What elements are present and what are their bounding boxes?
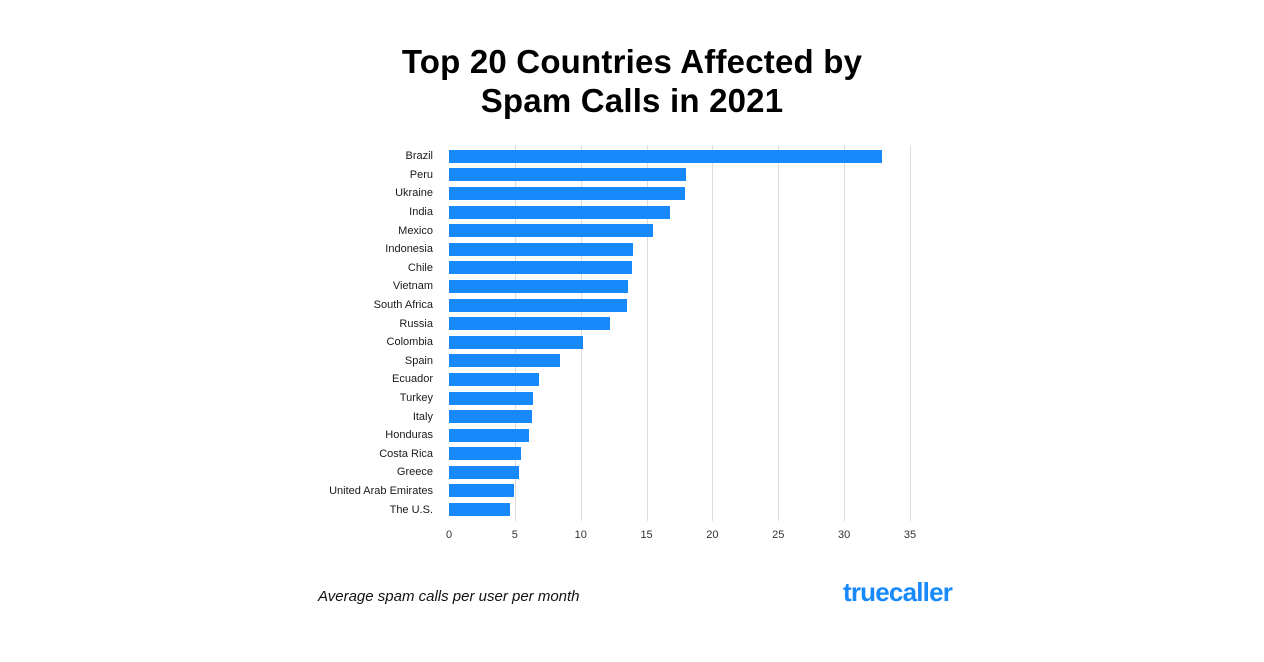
bar-track [449,428,910,442]
bar [449,149,883,163]
bar-chart: Brazil Peru Ukraine India Mexico Indonesia Chi… [249,145,916,549]
bar-row: Honduras [249,426,910,445]
x-tick-label: 25 [772,528,785,541]
category-label: Ukraine [395,187,433,200]
category-label: Vietnam [392,280,433,293]
category-label: Turkey [399,392,433,405]
bar [449,428,530,442]
bar [449,447,522,461]
bar [449,298,627,312]
bar-track [449,317,910,331]
bar-row: Peru [249,166,910,185]
bar [449,465,519,479]
bar-track [449,447,910,461]
bar-row: The U.S. [249,500,910,519]
chart-title-line2: Spam Calls in 2021 [480,82,784,119]
category-label: Ecuador [392,373,433,386]
bar [449,354,560,368]
category-label: Colombia [386,336,433,349]
bar [449,391,534,405]
bar-row: Italy [249,407,910,426]
bar-track [449,224,910,238]
bar-track [449,205,910,219]
bar-row: Turkey [249,389,910,408]
bar [449,335,584,349]
bar-row: Chile [249,259,910,278]
bar-track [449,242,910,256]
x-tick-label: 10 [574,528,587,541]
x-tick-label: 20 [706,528,719,541]
bar [449,186,685,200]
bar-rows: Brazil Peru Ukraine India Mexico Indonesia Chi… [249,147,910,519]
category-label: United Arab Emirates [329,484,433,497]
category-label: Peru [409,168,433,181]
bar-track [449,279,910,293]
category-label: India [409,206,433,219]
category-label: Costa Rica [379,447,433,460]
bar [449,317,610,331]
category-label: Greece [396,466,433,479]
bar-track [449,484,910,498]
bar-row: Spain [249,352,910,371]
bar-row: Brazil [249,147,910,166]
category-label: The U.S. [389,503,433,516]
x-tick-label: 30 [838,528,851,541]
bar-row: Colombia [249,333,910,352]
bar-row: Costa Rica [249,445,910,464]
bar-row: Ecuador [249,370,910,389]
bar-track [449,410,910,424]
truecaller-logo: truecaller [843,577,953,607]
bar [449,205,671,219]
x-tick-label: 35 [903,528,917,541]
bar-track [449,149,910,163]
bar [449,410,532,424]
axis-caption: Average spam calls per user per month [318,588,580,605]
bar [449,484,514,498]
bar [449,168,687,182]
bar-row: India [249,203,910,222]
bar-row: Vietnam [249,277,910,296]
x-tick-label: 15 [640,528,653,541]
category-label: South Africa [373,299,433,312]
category-label: Indonesia [385,243,433,256]
category-label: Russia [399,317,433,330]
bar-track [449,465,910,479]
bar-row: Indonesia [249,240,910,259]
bar-row: United Arab Emirates [249,482,910,501]
bar-track [449,261,910,275]
category-label: Chile [407,261,433,274]
bar [449,242,634,256]
category-label: Mexico [398,224,433,237]
bar-track [449,391,910,405]
category-label: Brazil [405,150,433,163]
x-tick-label: 0 [445,528,453,541]
bar-track [449,335,910,349]
bar-track [449,186,910,200]
bar [449,372,539,386]
bar-row: Greece [249,463,910,482]
bar-row: Ukraine [249,184,910,203]
bar-track [449,503,910,517]
bar-row: Mexico [249,221,910,240]
chart-title: Top 20 Countries Affected by Spam Calls … [0,42,1264,120]
category-label: Spain [404,354,433,367]
bar-track [449,354,910,368]
category-label: Italy [412,410,433,423]
gridline [910,145,911,521]
bar-track [449,168,910,182]
bar-row: South Africa [249,296,910,315]
x-tick-label: 5 [511,528,518,541]
bar [449,503,510,517]
bar-row: Russia [249,314,910,333]
bar [449,261,633,275]
bar [449,279,629,293]
bar-track [449,372,910,386]
x-axis: 0 5 10 15 20 25 30 35 [445,528,916,549]
bar [449,224,654,238]
chart-title-line1: Top 20 Countries Affected by [401,43,863,80]
category-label: Honduras [385,429,433,442]
bar-track [449,298,910,312]
